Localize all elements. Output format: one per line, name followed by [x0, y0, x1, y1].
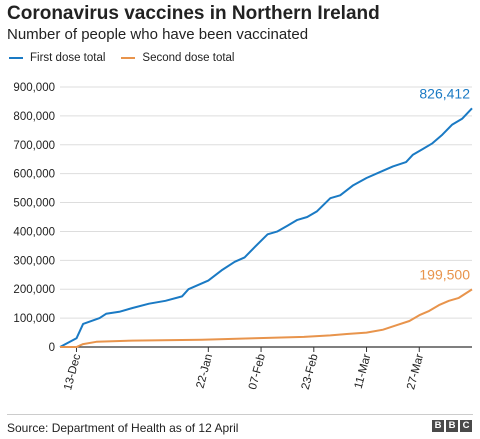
y-tick-label: 800,000 [13, 111, 55, 123]
series-line-first-dose [59, 107, 473, 348]
y-tick-label: 200,000 [13, 284, 55, 296]
bbc-logo-letter: C [460, 420, 472, 432]
legend-swatch-second-dose [121, 57, 136, 59]
y-tick-label: 100,000 [13, 313, 55, 325]
x-tick-label: 22-Jan [195, 353, 216, 390]
y-tick-label: 500,000 [13, 198, 55, 210]
source-note: Source: Department of Health as of 12 Ap… [7, 421, 239, 435]
y-tick-label: 700,000 [13, 140, 55, 152]
chart-subtitle: Number of people who have been vaccinate… [7, 26, 309, 43]
footer-divider [7, 414, 473, 415]
y-tick-label: 400,000 [13, 226, 55, 238]
legend-item-second-dose: Second dose total [121, 52, 235, 64]
legend-label-second-dose: Second dose total [142, 52, 235, 64]
legend: First dose total Second dose total [9, 52, 251, 64]
y-tick-label: 0 [49, 342, 55, 354]
legend-swatch-first-dose [9, 57, 23, 59]
chart-title: Coronavirus vaccines in Northern Ireland [7, 3, 380, 24]
x-tick-label: 27-Mar [405, 353, 426, 391]
y-tick-label: 600,000 [13, 169, 55, 181]
y-tick-label: 300,000 [13, 255, 55, 267]
x-tick-label: 23-Feb [300, 353, 321, 391]
series-line-second-dose [60, 288, 473, 348]
x-tick-label: 11-Mar [353, 353, 374, 391]
end-label-first-dose: 826,412 [419, 85, 470, 101]
x-tick-label: 07-Feb [247, 353, 268, 391]
x-tick-label: 13-Dec [62, 352, 83, 391]
legend-item-first-dose: First dose total [9, 52, 105, 64]
end-label-second-dose: 199,500 [419, 266, 470, 282]
bbc-logo-letter: B [432, 420, 444, 432]
bbc-logo-letter: B [446, 420, 458, 432]
y-tick-label: 900,000 [13, 82, 55, 94]
legend-label-first-dose: First dose total [30, 52, 106, 64]
bbc-logo: B B C [430, 420, 472, 432]
